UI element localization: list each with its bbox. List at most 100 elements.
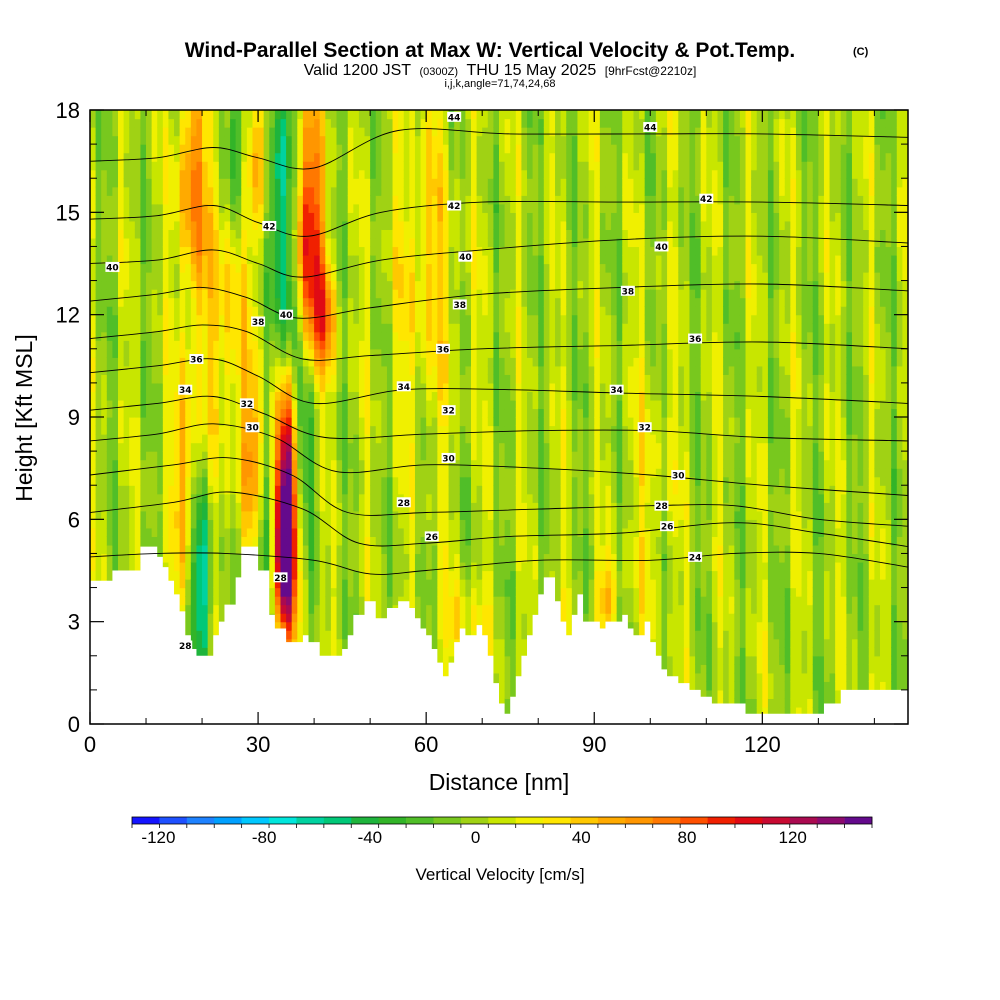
w-cell (274, 382, 282, 393)
w-cell (398, 110, 405, 120)
w-cell (118, 297, 125, 307)
w-cell (302, 297, 310, 307)
w-cell (213, 442, 220, 452)
w-cell (386, 348, 394, 358)
w-cell (129, 391, 136, 401)
w-cell (174, 118, 181, 128)
w-cell (90, 561, 97, 572)
w-cell (196, 604, 203, 614)
w-cell (140, 331, 147, 341)
w-cell (118, 272, 125, 282)
w-cell (353, 570, 360, 580)
w-cell (207, 451, 214, 461)
w-cell (157, 417, 164, 427)
w-cell (146, 237, 153, 248)
w-cell (353, 297, 360, 307)
w-cell (448, 570, 455, 580)
w-cell (426, 374, 433, 384)
w-cell (190, 382, 198, 393)
w-cell (454, 527, 461, 537)
w-cell (134, 178, 142, 188)
w-cell (179, 417, 186, 427)
w-cell (297, 212, 304, 222)
w-cell (95, 485, 102, 495)
w-cell (196, 186, 203, 196)
w-cell (90, 451, 97, 461)
w-cell (302, 544, 310, 555)
w-cell (258, 178, 265, 188)
w-cell (213, 220, 220, 230)
w-cell (129, 220, 136, 230)
w-cell (336, 161, 343, 171)
w-cell (392, 434, 399, 444)
w-cell (409, 442, 416, 452)
w-cell (174, 357, 181, 367)
w-cell (190, 297, 198, 307)
w-cell (95, 476, 102, 486)
w-cell (319, 382, 326, 393)
w-cell (442, 621, 450, 631)
w-cell (330, 630, 338, 640)
w-cell (224, 280, 231, 290)
w-cell (202, 519, 209, 529)
w-cell (90, 272, 97, 282)
w-cell (123, 451, 130, 461)
w-cell (218, 476, 226, 486)
w-cell (280, 357, 287, 367)
w-cell (196, 425, 203, 435)
w-cell (465, 289, 472, 299)
w-cell (246, 178, 254, 188)
w-cell (358, 229, 366, 239)
w-cell (302, 144, 310, 154)
w-cell (162, 382, 170, 393)
w-cell (123, 459, 130, 469)
w-cell (442, 331, 450, 341)
w-cell (364, 357, 371, 367)
w-cell (95, 391, 102, 401)
w-cell (190, 374, 198, 384)
w-cell (202, 323, 209, 333)
w-cell (269, 314, 276, 324)
w-cell (342, 118, 349, 128)
w-cell (106, 237, 114, 248)
w-cell (258, 186, 265, 196)
w-cell (196, 638, 203, 648)
w-cell (112, 536, 119, 546)
w-cell (409, 178, 416, 188)
w-cell (140, 510, 147, 520)
w-cell (146, 510, 153, 520)
w-cell (370, 459, 377, 469)
w-cell (112, 442, 119, 452)
w-cell (465, 613, 472, 623)
w-cell (286, 408, 293, 418)
w-cell (347, 340, 354, 350)
w-cell (398, 152, 405, 162)
w-cell (330, 297, 338, 307)
w-cell (398, 306, 405, 316)
w-cell (470, 442, 478, 452)
w-cell (230, 408, 237, 418)
w-cell (280, 553, 287, 563)
w-cell (185, 195, 192, 205)
w-cell (364, 118, 371, 128)
w-cell (235, 152, 242, 162)
w-cell (437, 186, 444, 196)
w-cell (202, 485, 209, 495)
w-cell (224, 365, 231, 375)
w-cell (336, 536, 343, 546)
w-cell (420, 280, 427, 290)
w-cell (258, 289, 265, 299)
w-cell (213, 246, 220, 256)
w-cell (90, 212, 97, 222)
w-cell (263, 306, 270, 316)
w-cell (437, 314, 444, 324)
w-cell (353, 442, 360, 452)
w-cell (274, 527, 282, 537)
w-cell (280, 536, 287, 546)
w-cell (398, 272, 405, 282)
w-cell (448, 502, 455, 512)
w-cell (241, 476, 248, 486)
w-cell (269, 570, 276, 580)
w-cell (308, 220, 315, 230)
w-cell (426, 502, 433, 512)
